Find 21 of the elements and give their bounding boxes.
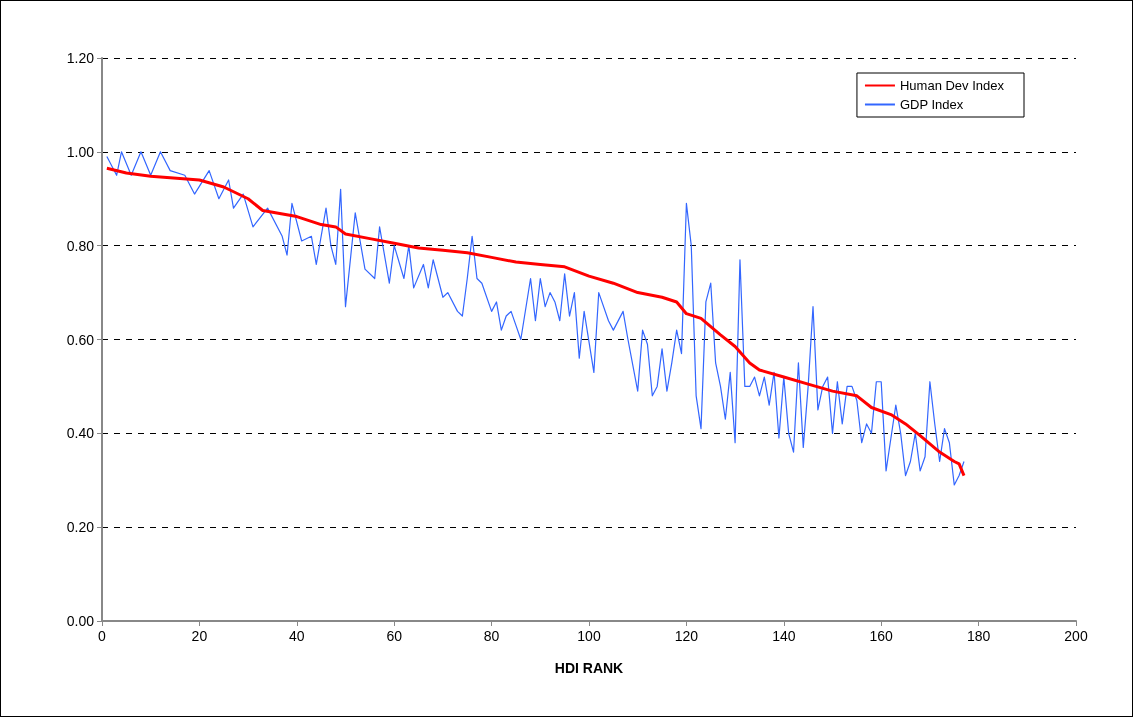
y-tick-label: 0.80	[66, 237, 95, 254]
x-tick-label: 140	[772, 628, 796, 644]
x-tick-label: 80	[483, 628, 500, 644]
x-tick-label: 160	[869, 628, 894, 644]
x-tick-label: 20	[191, 628, 208, 644]
x-tick-label: 180	[966, 628, 991, 644]
y-tick-label: 1.00	[66, 143, 95, 160]
y-tick-label: 0.60	[66, 331, 95, 348]
y-tick-label: 1.20	[66, 50, 95, 66]
x-tick-label: 40	[289, 628, 305, 644]
x-tick-label: 200	[1064, 628, 1088, 644]
x-tick-label: 100	[577, 628, 601, 644]
x-tick-label: 120	[674, 628, 699, 644]
legend-label: Human Dev Index	[899, 78, 1005, 93]
y-tick-label: 0.00	[66, 613, 95, 629]
legend-label: GDP Index	[899, 97, 964, 112]
x-tick-label: 60	[386, 628, 403, 644]
x-tick-label: 0	[98, 628, 107, 644]
y-tick-label: 0.40	[66, 425, 95, 442]
x-axis-title: HDI RANK	[554, 660, 624, 676]
y-tick-label: 0.20	[66, 519, 95, 536]
